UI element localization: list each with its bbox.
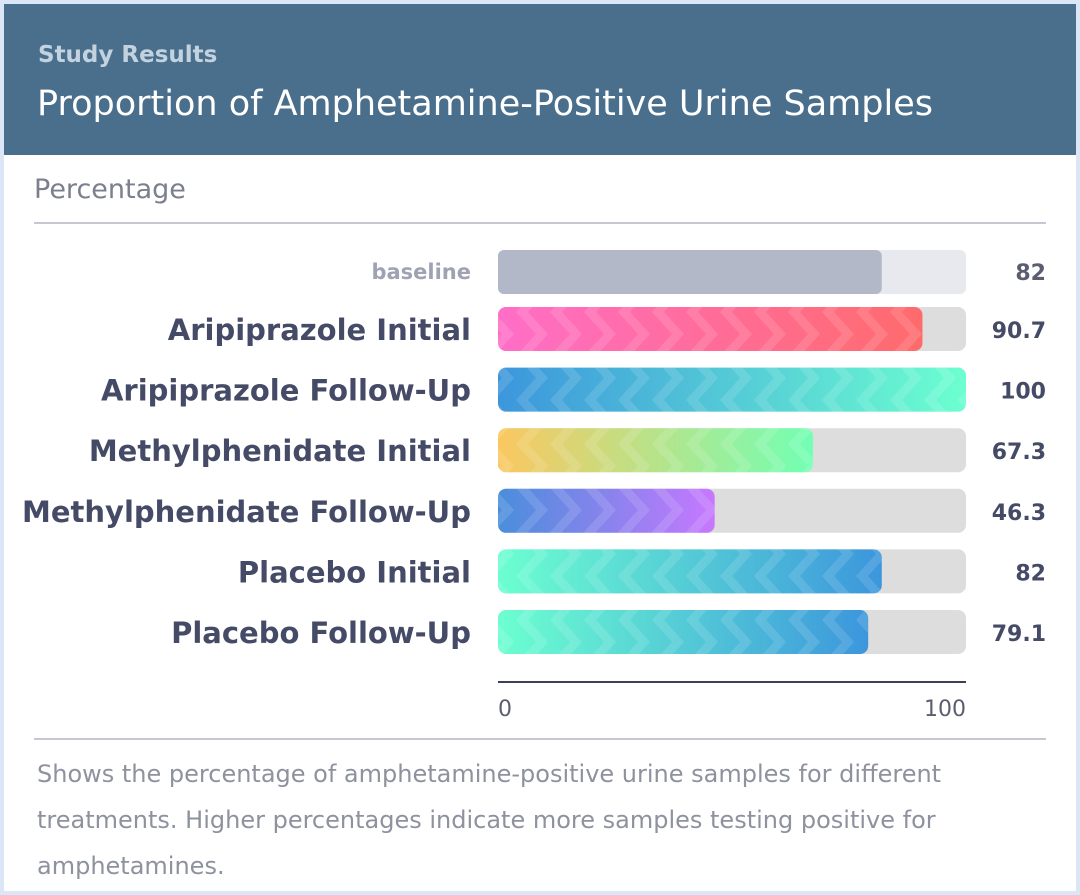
value-label: 90.7 <box>992 319 1046 344</box>
value-label: 46.3 <box>992 501 1046 526</box>
value-label: 67.3 <box>992 440 1046 465</box>
bar-texture <box>498 610 869 654</box>
category-label: Placebo Initial <box>238 555 471 589</box>
bar-texture <box>498 428 813 473</box>
chart-title: Proportion of Amphetamine-Positive Urine… <box>37 84 933 124</box>
bar-texture <box>498 488 715 533</box>
x-tick-label: 100 <box>924 697 966 722</box>
baseline-value-label: 82 <box>1015 261 1046 286</box>
bottom-divider <box>34 738 1046 740</box>
x-tick-label: 0 <box>498 697 512 722</box>
card-header: Study Results Proportion of Amphetamine-… <box>4 4 1076 155</box>
chart-caption: Shows the percentage of amphetamine-posi… <box>37 760 942 880</box>
bar-texture <box>498 367 966 412</box>
baseline-bar <box>498 250 882 294</box>
header-eyebrow: Study Results <box>38 42 218 68</box>
value-label: 79.1 <box>992 622 1046 647</box>
bar-texture <box>498 307 923 351</box>
category-label: Methylphenidate Follow-Up <box>22 495 471 529</box>
bar-chart: baseline 82 Aripiprazole Initial 90.7 Aripip… <box>22 250 1046 722</box>
category-label: Aripiprazole Follow-Up <box>101 374 471 408</box>
category-label: Aripiprazole Initial <box>168 313 471 347</box>
chart-card: Study Results Proportion of Amphetamine-… <box>4 4 1076 891</box>
baseline-label: baseline <box>371 260 471 284</box>
value-label: 82 <box>1015 561 1046 586</box>
bar-texture <box>498 549 882 594</box>
category-label: Methylphenidate Initial <box>89 434 471 468</box>
category-label: Placebo Follow-Up <box>171 616 471 650</box>
top-divider <box>34 222 1046 224</box>
value-label: 100 <box>1000 380 1046 405</box>
axis-title: Percentage <box>34 174 186 205</box>
